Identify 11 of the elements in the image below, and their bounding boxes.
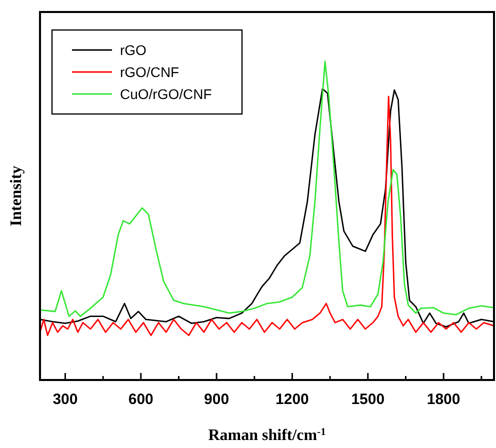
x-tick-label: 600 [128, 391, 154, 408]
x-tick-label: 300 [52, 391, 78, 408]
legend-label: rGO [120, 42, 147, 58]
x-tick-label: 1500 [351, 391, 385, 408]
legend-label: rGO/CNF [120, 64, 180, 80]
x-tick-label: 1800 [426, 391, 460, 408]
x-tick-label: 900 [204, 391, 230, 408]
legend-label: CuO/rGO/CNF [120, 86, 212, 102]
y-axis-title: Intensity [8, 166, 25, 226]
x-tick-label: 1200 [276, 391, 309, 408]
x-axis-title: Raman shift/cm$^{-1}$ [208, 426, 326, 444]
